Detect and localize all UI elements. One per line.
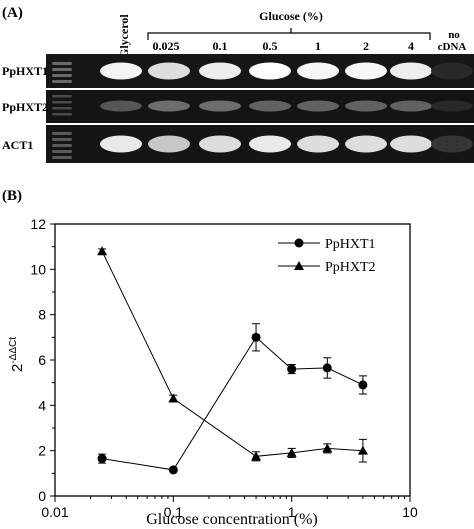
legend-marker-pphxt1	[294, 238, 304, 248]
ladder-band	[52, 95, 72, 98]
point-pphxt2	[357, 445, 368, 455]
y-tick-label: 6	[38, 352, 46, 368]
lane-label-2: 2	[363, 39, 369, 53]
point-pphxt1	[97, 454, 107, 464]
x-tick-label: 1	[288, 504, 296, 520]
ladder-band	[52, 107, 72, 110]
gel-band	[431, 62, 473, 80]
gel-band	[249, 135, 291, 153]
x-tick-label: 0.01	[41, 504, 68, 520]
ladder-band	[52, 74, 72, 77]
ladder-band	[52, 80, 72, 83]
gel-band	[390, 135, 432, 153]
ladder-band	[52, 150, 72, 153]
point-pphxt1	[251, 332, 261, 342]
gel-strips	[46, 54, 474, 163]
series-line-pphxt1	[102, 336, 364, 471]
gel-band	[297, 62, 339, 80]
ladder-band	[52, 132, 72, 135]
point-pphxt2	[168, 393, 179, 403]
lane-label-no: no	[448, 29, 460, 41]
y-tick-label: 10	[30, 261, 46, 277]
gel-band	[431, 135, 473, 153]
gel-band	[431, 100, 473, 112]
gel-band	[199, 100, 241, 112]
y-axis: 0 2 4 6 8 10 12	[30, 216, 55, 504]
ladder-band	[52, 138, 72, 141]
y-tick-label: 0	[38, 488, 46, 504]
lane-label-01: 0.1	[213, 39, 228, 53]
lane-label-05: 0.5	[263, 39, 278, 53]
y-tick-label: 4	[38, 397, 46, 413]
gel-band	[249, 100, 291, 112]
gel-band	[199, 62, 241, 80]
gel-band	[100, 62, 142, 80]
point-pphxt2	[97, 246, 108, 256]
gel-band	[100, 100, 142, 112]
row-label-pphxt1: PpHXT1	[2, 64, 48, 78]
point-pphxt1	[287, 364, 297, 374]
row-label-pphxt2: PpHXT2	[2, 100, 48, 114]
x-axis-label: Glucose concentration (%)	[146, 511, 317, 528]
glucose-header: Glucose (%)	[259, 9, 323, 23]
point-pphxt1	[168, 465, 178, 475]
point-pphxt2	[251, 451, 262, 461]
y-axis-label: 2-ΔΔCt	[8, 337, 26, 372]
lane-label-cdna: cDNA	[438, 41, 467, 53]
point-pphxt2	[322, 443, 333, 453]
x-axis: 0.01 0.1 1 10	[41, 496, 418, 520]
gel-bands	[52, 62, 473, 159]
ladder-band	[52, 62, 72, 65]
legend-marker-pphxt2	[294, 261, 304, 270]
lane-label-4: 4	[408, 39, 414, 53]
legend: PpHXT1 PpHXT2	[278, 237, 376, 275]
point-pphxt1	[358, 380, 368, 390]
series-layer	[97, 246, 368, 475]
ladder-band	[52, 156, 72, 159]
gel-band	[297, 100, 339, 112]
gel-band	[199, 135, 241, 153]
panel-a-label: (A)	[2, 5, 23, 21]
gel-band	[345, 62, 387, 80]
ladder-band	[52, 101, 72, 104]
panel-b-label: (B)	[2, 188, 22, 204]
gel-band	[100, 135, 142, 153]
gel-band	[148, 100, 190, 112]
ladder-band	[52, 144, 72, 147]
legend-label-pphxt2: PpHXT2	[325, 260, 376, 275]
y-tick-label: 8	[38, 307, 46, 323]
gel-band	[297, 135, 339, 153]
gel-band	[390, 100, 432, 112]
legend-label-pphxt1: PpHXT1	[325, 237, 376, 252]
gel-band	[148, 62, 190, 80]
point-pphxt2	[286, 447, 297, 457]
ladder-band	[52, 113, 72, 116]
glucose-bracket	[147, 28, 431, 40]
ladder-band	[52, 68, 72, 71]
gel-band	[345, 135, 387, 153]
series-line-pphxt2	[101, 250, 363, 457]
y-tick-label: 12	[30, 216, 46, 232]
y-axis-label-sup: -ΔΔCt	[8, 337, 19, 364]
point-pphxt1	[322, 363, 332, 373]
x-tick-label: 0.1	[164, 504, 184, 520]
row-label-act1: ACT1	[2, 138, 33, 152]
gel-band	[249, 62, 291, 80]
y-tick-label: 2	[38, 443, 46, 459]
gel-band	[345, 100, 387, 112]
lane-label-glycerol: Glycerol	[117, 14, 131, 58]
lane-label-1: 1	[315, 39, 321, 53]
gel-band	[390, 62, 432, 80]
gel-band	[148, 135, 190, 153]
y-axis-label-base: 2	[9, 364, 26, 372]
x-tick-label: 10	[402, 504, 418, 520]
lane-label-0025: 0.025	[153, 39, 180, 53]
